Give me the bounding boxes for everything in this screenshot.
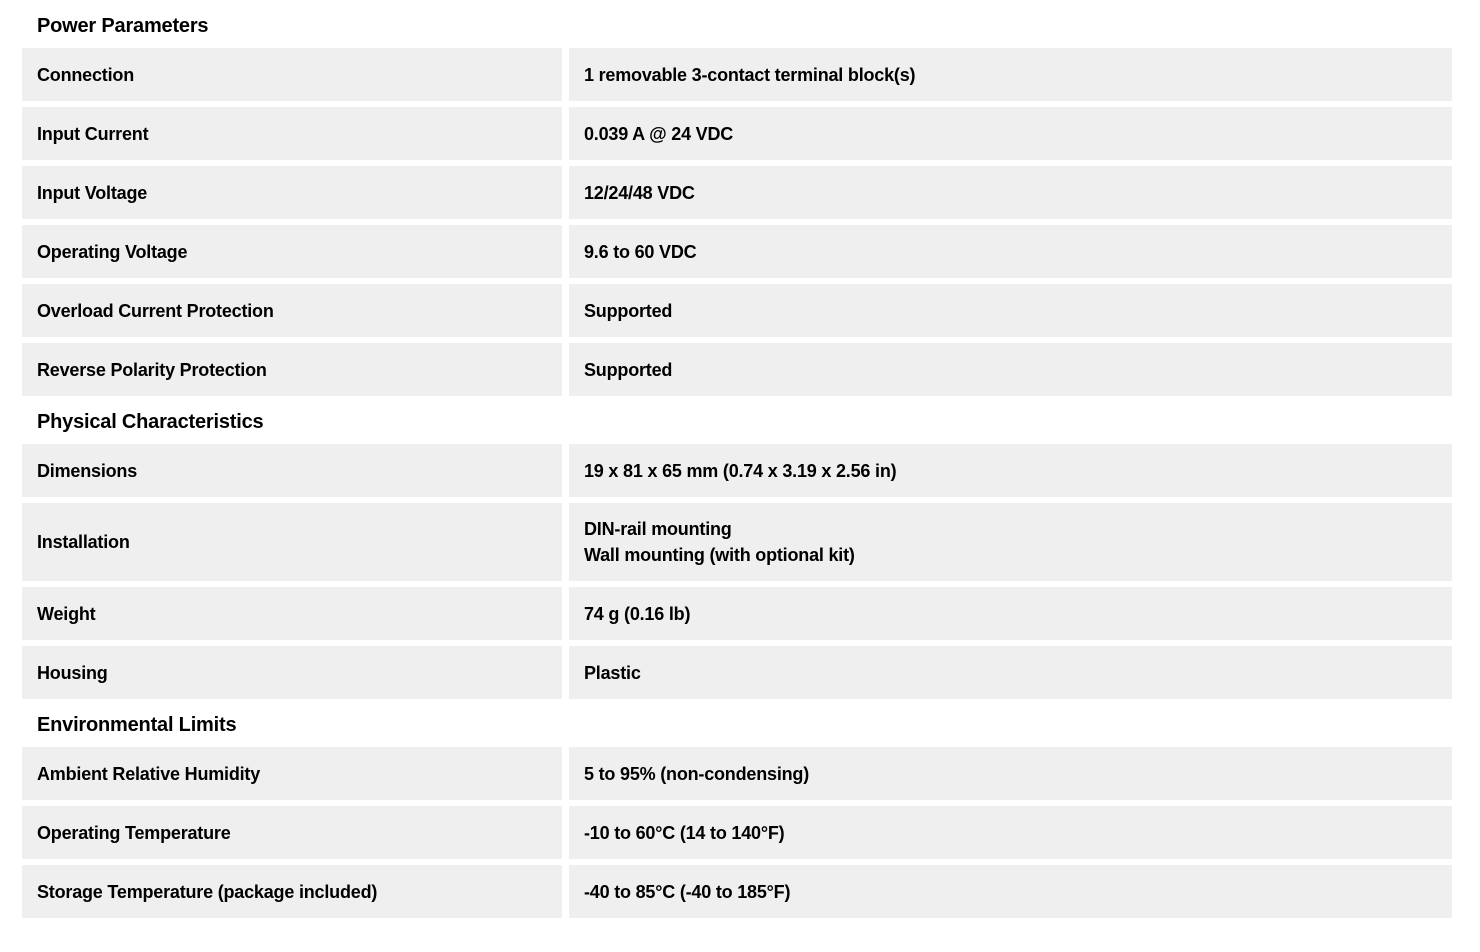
spec-row: Reverse Polarity Protection Supported [22, 343, 1452, 396]
spec-label: Input Voltage [37, 182, 148, 203]
spec-value: Wall mounting (with optional kit) [584, 545, 855, 565]
spec-value-cell: -10 to 60°C (14 to 140°F) [569, 806, 1452, 859]
spec-value: 19 x 81 x 65 mm (0.74 x 3.19 x 2.56 in) [584, 460, 897, 481]
section-title: Physical Characteristics [37, 411, 264, 433]
spec-value: 9.6 to 60 VDC [584, 241, 697, 262]
spec-row: Ambient Relative Humidity 5 to 95% (non-c… [22, 747, 1452, 800]
spec-value-cell: Supported [569, 343, 1452, 396]
spec-label-cell: Input Voltage [22, 166, 562, 219]
spec-value-cell: 12/24/48 VDC [569, 166, 1452, 219]
spec-label: Connection [37, 64, 134, 85]
spec-value-cell: 9.6 to 60 VDC [569, 225, 1452, 278]
spec-value: Supported [584, 300, 673, 321]
spec-label-cell: Connection [22, 48, 562, 101]
spec-label-cell: Input Current [22, 107, 562, 160]
spec-label-cell: Storage Temperature (package included) [22, 865, 562, 918]
spec-label: Ambient Relative Humidity [37, 763, 261, 784]
spec-sheet: Power Parameters Connection 1 removable 3-… [22, 15, 1452, 918]
spec-row: Dimensions 19 x 81 x 65 mm (0.74 x 3.19 x… [22, 444, 1452, 497]
spec-value: 1 removable 3-contact terminal block(s) [584, 64, 916, 85]
spec-value: -10 to 60°C (14 to 140°F) [584, 822, 785, 843]
spec-value: 0.039 A @ 24 VDC [584, 123, 734, 144]
spec-value-cell: 1 removable 3-contact terminal block(s) [569, 48, 1452, 101]
spec-label: Dimensions [37, 460, 138, 481]
spec-value: 5 to 95% (non-condensing) [584, 763, 810, 784]
spec-row: Housing Plastic [22, 646, 1452, 699]
spec-row: Weight 74 g (0.16 lb) [22, 587, 1452, 640]
spec-value: Supported [584, 359, 673, 380]
spec-value-cell: 19 x 81 x 65 mm (0.74 x 3.19 x 2.56 in) [569, 444, 1452, 497]
spec-label: Installation [37, 532, 130, 552]
spec-label: Input Current [37, 123, 149, 144]
spec-row: Operating Temperature -10 to 60°C (14 to … [22, 806, 1452, 859]
spec-label: Operating Temperature [37, 822, 231, 843]
spec-label: Storage Temperature (package included) [37, 881, 378, 902]
spec-label-cell: Ambient Relative Humidity [22, 747, 562, 800]
spec-label-cell: Housing [22, 646, 562, 699]
spec-value-cell: 0.039 A @ 24 VDC [569, 107, 1452, 160]
spec-label: Overload Current Protection [37, 300, 274, 321]
spec-label: Operating Voltage [37, 241, 188, 262]
spec-value: 12/24/48 VDC [584, 182, 695, 203]
spec-label-cell: Dimensions [22, 444, 562, 497]
spec-value-cell: DIN-rail mounting Wall mounting (with opt… [569, 503, 1452, 581]
spec-row: Overload Current Protection Supported [22, 284, 1452, 337]
spec-value-cell: Plastic [569, 646, 1452, 699]
spec-row: Connection 1 removable 3-contact terminal… [22, 48, 1452, 101]
spec-label-cell: Operating Voltage [22, 225, 562, 278]
spec-label-cell: Weight [22, 587, 562, 640]
spec-row: Input Current 0.039 A @ 24 VDC [22, 107, 1452, 160]
spec-value-cell: -40 to 85°C (-40 to 185°F) [569, 865, 1452, 918]
spec-value-cell: 5 to 95% (non-condensing) [569, 747, 1452, 800]
spec-row: Storage Temperature (package included) -4… [22, 865, 1452, 918]
spec-value: Plastic [584, 662, 641, 683]
spec-row: Installation DIN-rail mounting Wall mounti… [22, 503, 1452, 581]
spec-value: -40 to 85°C (-40 to 185°F) [584, 881, 791, 902]
spec-row: Operating Voltage 9.6 to 60 VDC [22, 225, 1452, 278]
spec-value-cell: Supported [569, 284, 1452, 337]
spec-label-cell: Installation [22, 503, 562, 581]
section-title: Environmental Limits [37, 714, 237, 736]
spec-value-cell: 74 g (0.16 lb) [569, 587, 1452, 640]
section-title: Power Parameters [37, 15, 209, 37]
spec-label-cell: Operating Temperature [22, 806, 562, 859]
spec-label: Housing [37, 662, 108, 683]
spec-row: Input Voltage 12/24/48 VDC [22, 166, 1452, 219]
spec-value: 74 g (0.16 lb) [584, 603, 691, 624]
spec-label: Reverse Polarity Protection [37, 359, 267, 380]
spec-label-cell: Reverse Polarity Protection [22, 343, 562, 396]
spec-label-cell: Overload Current Protection [22, 284, 562, 337]
spec-value: DIN-rail mounting [584, 519, 732, 539]
spec-label: Weight [37, 603, 96, 624]
